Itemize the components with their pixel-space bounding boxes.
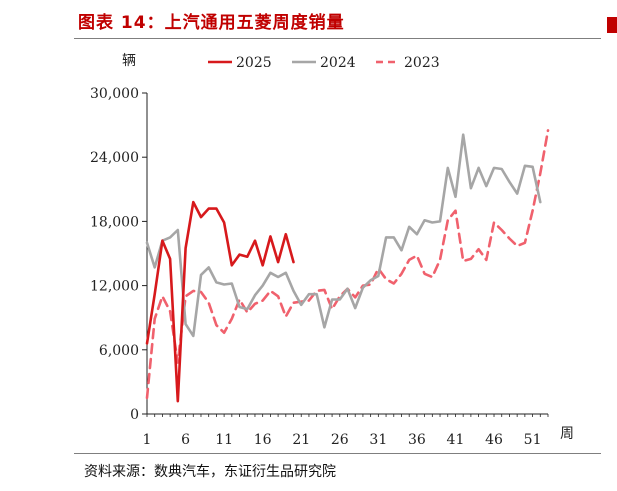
chart-title: 图表 14：上汽通用五菱周度销量 [78, 13, 345, 33]
series-line-2025 [145, 200, 295, 403]
series-line-2023 [145, 129, 550, 400]
x-tick-label: 36 [408, 432, 426, 448]
x-tick-label: 16 [254, 432, 272, 448]
x-tick-label: 1 [143, 432, 152, 448]
y-tick-label: 12,000 [90, 279, 139, 295]
x-tick-label: 21 [292, 432, 310, 448]
x-axis-unit-label: 周 [560, 426, 574, 442]
y-tick-label: 30,000 [90, 86, 139, 102]
edge-marker [607, 17, 617, 33]
y-tick-label: 24,000 [90, 150, 139, 166]
x-tick-label: 11 [215, 432, 233, 448]
legend-label-2025: 2025 [236, 55, 272, 71]
x-tick-label: 51 [524, 432, 542, 448]
y-axis-unit-label: 辆 [122, 53, 136, 69]
y-tick-label: 0 [130, 407, 139, 423]
x-axis: 1 6 11 16 21 26 31 36 41 46 51 [143, 413, 549, 448]
series-line-2024 [145, 133, 542, 338]
x-tick-label: 6 [181, 432, 190, 448]
top-divider [74, 38, 601, 39]
bottom-divider [74, 453, 601, 454]
chart-legend: 2025 2024 2023 [208, 55, 440, 71]
x-tick-label: 46 [485, 432, 503, 448]
legend-label-2024: 2024 [320, 55, 356, 71]
y-axis: 0 6,000 12,000 18,000 24,000 30,000 [90, 86, 148, 423]
x-tick-label: 31 [369, 432, 387, 448]
y-tick-label: 6,000 [99, 343, 139, 359]
x-tick-label: 41 [447, 432, 465, 448]
legend-label-2023: 2023 [404, 55, 440, 71]
x-tick-label: 26 [331, 432, 349, 448]
y-tick-label: 18,000 [90, 214, 139, 230]
source-note: 资料来源：数典汽车，东证衍生品研究院 [84, 464, 336, 480]
series-layer [145, 129, 550, 403]
